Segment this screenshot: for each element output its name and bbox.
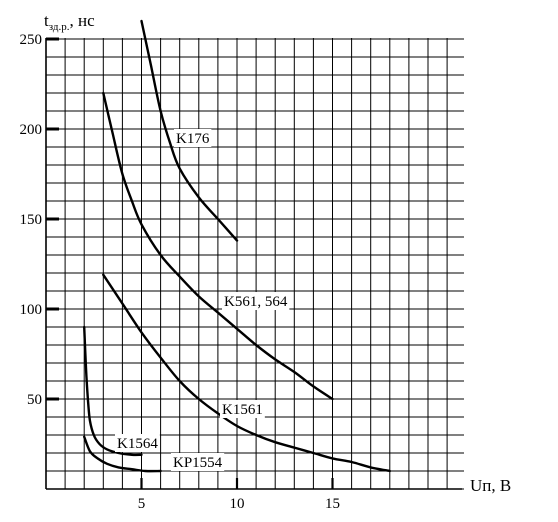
x-axis-label: Uп, В	[470, 476, 511, 495]
series-label-bg	[220, 400, 265, 418]
labels-layer: K176 K561, 564 K1561 K1564 KP1554	[115, 129, 290, 471]
series-line	[140, 19, 239, 242]
y-tick-label: 200	[20, 122, 43, 138]
series-label: K561, 564	[224, 294, 288, 310]
series-label: K1561	[222, 402, 263, 418]
grid	[45, 38, 464, 490]
x-tick-label: 10	[230, 496, 245, 512]
series-line	[102, 273, 391, 473]
x-tick-label: 15	[325, 496, 340, 512]
axis-ticks: 50 100 150 200 250 5 10 15	[20, 32, 341, 512]
series-line	[102, 91, 334, 401]
series-line	[83, 435, 162, 473]
series-label-bg	[171, 453, 225, 471]
y-axis-label-sub: зд.р.	[49, 21, 70, 33]
y-tick-label: 150	[20, 212, 43, 228]
series-line	[83, 325, 143, 457]
y-tick-label: 250	[20, 32, 43, 48]
y-axis-label: tзд.р., нс	[44, 11, 95, 33]
series-label-bg	[222, 292, 290, 310]
series-label: K1564	[117, 436, 158, 452]
x-tick-label: 5	[138, 496, 146, 512]
y-axis-label-unit: , нс	[69, 11, 95, 30]
series-label: KP1554	[173, 455, 223, 471]
series-label: K176	[176, 131, 210, 147]
y-tick-label: 100	[20, 302, 43, 318]
y-axis-label-main: t	[44, 11, 49, 30]
series-label-bg	[115, 434, 160, 452]
series-layer	[83, 19, 391, 473]
series-label-bg	[174, 129, 212, 147]
y-tick-label: 50	[27, 392, 42, 408]
